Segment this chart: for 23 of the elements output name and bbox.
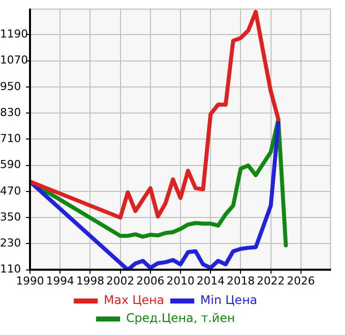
y-tick-label: 470	[0, 184, 21, 198]
x-tick-label: 2002	[106, 274, 134, 288]
y-tick-label: 590	[0, 158, 21, 172]
legend-label: Min Цена	[200, 293, 258, 308]
y-tick-label: 710	[0, 132, 21, 146]
y-tick-label: 230	[0, 236, 21, 250]
y-tick-label: 110	[0, 262, 21, 276]
y-tick-label: 1190	[0, 28, 28, 41]
x-tick-label: 1990	[16, 274, 44, 288]
x-tick-label: 2022	[256, 274, 285, 288]
x-tick-label: 2014	[196, 274, 225, 288]
x-tick-label: 2006	[136, 274, 164, 288]
x-tick-label: 2010	[166, 274, 194, 288]
y-tick-label: 830	[0, 106, 21, 119]
y-tick-label: 1070	[0, 54, 28, 67]
x-tick-label: 1998	[76, 274, 104, 288]
y-tick-label: 350	[0, 210, 21, 224]
x-tick-label: 1994	[46, 274, 74, 288]
legend-label: Сред.Цена, т.йен	[126, 311, 235, 326]
y-tick-label: 950	[0, 80, 21, 93]
legend-label: Max Цена	[104, 293, 164, 308]
x-tick-label: 2018	[226, 274, 255, 288]
x-tick-label: 2026	[286, 274, 315, 288]
